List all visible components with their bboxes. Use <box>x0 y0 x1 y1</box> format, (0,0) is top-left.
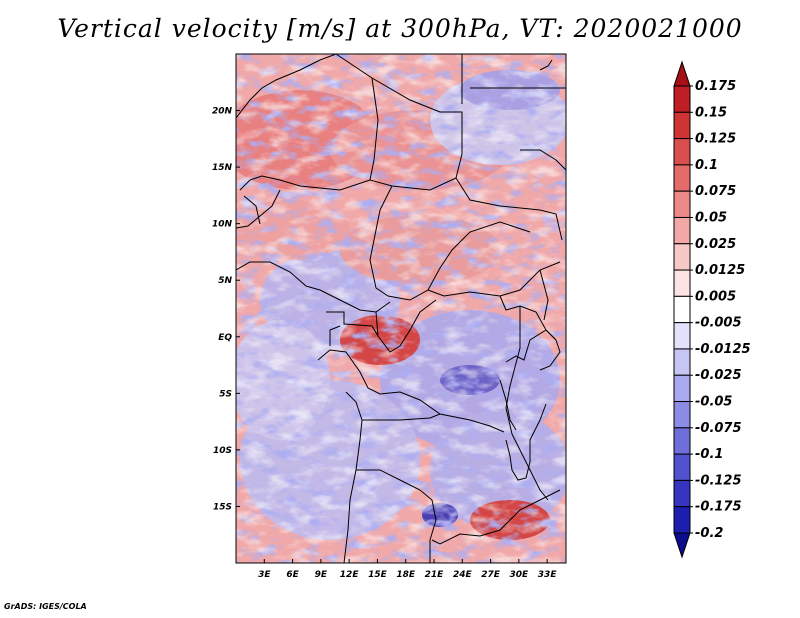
lon-tick-label: 24E <box>453 570 473 580</box>
colorbar-label: 0.075 <box>695 184 736 199</box>
colorbar-segment <box>673 216 691 245</box>
lon-tick-label: 33E <box>538 570 558 580</box>
colorbar-label: 0.005 <box>695 289 736 304</box>
colorbar-segment <box>673 401 691 429</box>
colorbar-label: -0.2 <box>695 526 723 541</box>
colorbar-label: -0.075 <box>695 421 742 436</box>
colorbar-label: 0.0125 <box>695 263 745 278</box>
colorbar-segment <box>673 111 691 140</box>
map-title: Vertical velocity [m/s] at 300hPa, VT: 2… <box>57 14 743 43</box>
colorbar-segment <box>673 506 691 534</box>
map-field <box>236 54 566 563</box>
colorbar-label: 0.125 <box>695 132 736 147</box>
colorbar-label: -0.005 <box>695 316 742 331</box>
latitude-axis: 20N 15N 10N 5N EQ 5S 10S 15S <box>212 107 240 512</box>
lon-tick-label: 3E <box>258 570 271 580</box>
lon-tick-label: 18E <box>396 570 416 580</box>
lon-tick-label: 21E <box>425 570 445 580</box>
colorbar-segment <box>673 453 691 481</box>
map-frame <box>235 53 567 564</box>
colorbar-segment <box>673 269 691 297</box>
colorbar-segment <box>673 348 691 376</box>
colorbar-segment <box>673 479 691 508</box>
grads-credit: GrADS: IGES/COLA <box>4 602 87 611</box>
lon-tick-label: 15E <box>368 570 388 580</box>
lat-tick-label: 15S <box>213 502 232 512</box>
colorbar-top-arrow <box>673 60 691 87</box>
colorbar-segment <box>673 374 691 403</box>
colorbar-label: 0.1 <box>695 158 718 173</box>
colorbar-bottom-arrow <box>673 532 691 559</box>
colorbar-label: 0.025 <box>695 237 736 252</box>
colorbar-segment <box>673 164 691 192</box>
lat-tick-label: 5S <box>219 389 232 399</box>
colorbar-segment <box>673 295 691 324</box>
colorbar-label: -0.125 <box>695 473 742 488</box>
field-texture-white <box>236 54 566 563</box>
lat-tick-label: 5N <box>218 276 232 286</box>
colorbar: 0.175 0.15 0.125 0.1 0.075 0.05 0.025 0.0125 0.0… <box>673 60 751 559</box>
lon-tick-label: 9E <box>315 570 328 580</box>
colorbar-label: 0.15 <box>695 105 727 120</box>
lon-tick-label: 6E <box>286 570 299 580</box>
colorbar-segment <box>673 85 691 113</box>
lat-tick-label: 10S <box>213 446 232 456</box>
colorbar-segment <box>673 427 691 455</box>
colorbar-label: -0.1 <box>695 447 723 462</box>
lon-tick-label: 12E <box>340 570 360 580</box>
colorbar-segment <box>673 138 691 166</box>
lat-tick-label: EQ <box>218 333 232 343</box>
lat-tick-label: 10N <box>212 220 233 230</box>
colorbar-segment <box>673 322 691 350</box>
colorbar-label: -0.05 <box>695 395 732 410</box>
country-borders <box>236 54 566 563</box>
colorbar-label: -0.0125 <box>695 342 751 357</box>
lon-tick-label: 27E <box>481 570 501 580</box>
lon-tick-label: 30E <box>510 570 530 580</box>
colorbar-label: -0.025 <box>695 368 742 383</box>
longitude-axis: 3E 6E 9E 12E 15E 18E 21E 24E 27E 30E 33E <box>258 559 557 580</box>
colorbar-segment <box>673 243 691 271</box>
colorbar-label: 0.175 <box>695 79 736 94</box>
lat-tick-label: 20N <box>212 107 233 117</box>
lat-tick-label: 15N <box>212 163 233 173</box>
colorbar-label: -0.175 <box>695 500 742 515</box>
colorbar-label: 0.05 <box>695 210 727 225</box>
colorbar-segment <box>673 190 691 218</box>
